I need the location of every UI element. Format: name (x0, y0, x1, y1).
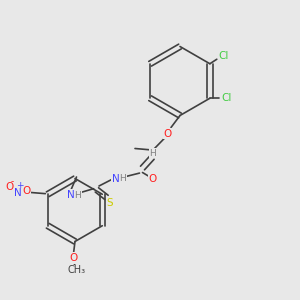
Text: N: N (112, 173, 119, 184)
Text: CH₃: CH₃ (68, 265, 85, 275)
Text: N: N (14, 188, 22, 198)
Text: O: O (69, 253, 78, 263)
Text: S: S (106, 198, 113, 208)
Text: O: O (149, 173, 157, 184)
Text: N: N (67, 190, 74, 200)
Text: +: + (16, 181, 24, 190)
Text: Cl: Cl (218, 51, 229, 61)
Text: O: O (22, 186, 31, 196)
Text: H: H (75, 190, 81, 200)
Text: H: H (150, 148, 156, 158)
Text: O: O (164, 128, 172, 139)
Text: -: - (10, 177, 13, 186)
Text: O: O (5, 182, 14, 192)
Text: Cl: Cl (221, 93, 232, 103)
Text: H: H (120, 174, 126, 183)
